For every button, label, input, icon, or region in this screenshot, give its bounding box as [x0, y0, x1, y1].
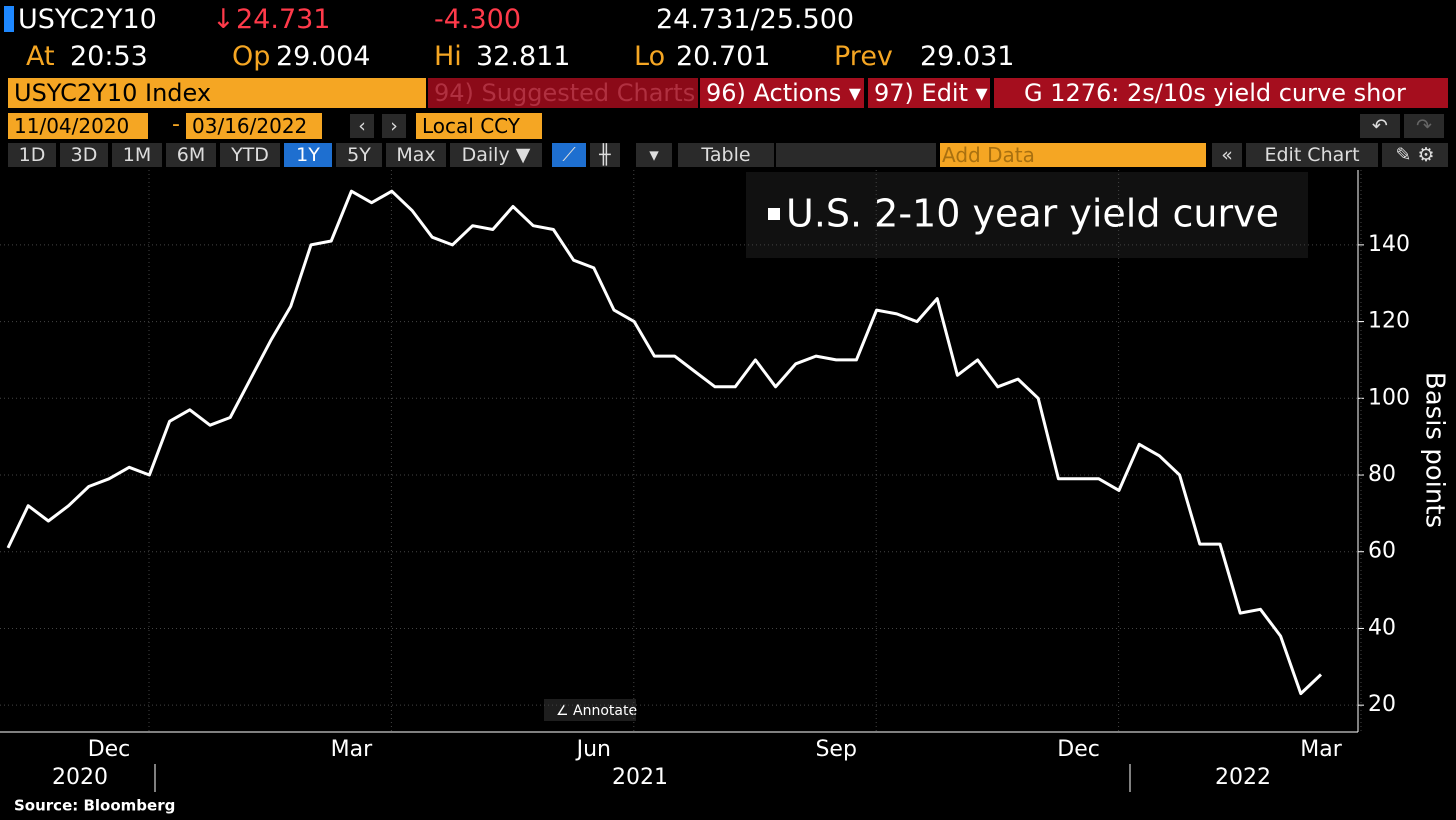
legend-label: U.S. 2-10 year yield curve	[786, 192, 1279, 236]
toolbar-fill	[776, 143, 936, 167]
next-button[interactable]: ›	[382, 114, 406, 138]
annotate-text[interactable]: Annotate	[573, 703, 637, 719]
year-label: 2021	[612, 765, 668, 790]
period-button[interactable]: 5Y	[336, 143, 382, 167]
suggested-charts[interactable]: 94) Suggested Charts	[428, 78, 698, 108]
period-button[interactable]: 1Y	[284, 143, 332, 167]
chart-name: G 1276: 2s/10s yield curve shor	[994, 78, 1448, 108]
ticker: USYC2Y10	[18, 4, 157, 35]
series-line	[6, 189, 1323, 696]
table-button[interactable]: Table	[678, 143, 774, 167]
legend-box	[746, 172, 1308, 258]
add-data[interactable]: Add Data	[940, 143, 1206, 167]
period-button[interactable]: 6M	[166, 143, 216, 167]
type-menu[interactable]: ▾	[636, 143, 672, 167]
y-tick-label: 60	[1368, 539, 1396, 564]
prev-button[interactable]: ‹	[350, 114, 374, 138]
year-label: 2022	[1215, 765, 1271, 790]
undo-button[interactable]: ↶	[1360, 114, 1400, 138]
actions-menu[interactable]: 96) Actions ▾	[700, 78, 864, 108]
x-tick-label: Mar	[331, 737, 373, 762]
x-tick-label: Sep	[815, 737, 856, 762]
y-tick-label: 40	[1368, 615, 1396, 640]
high-label: Hi	[434, 41, 462, 72]
frequency[interactable]: Daily ▼	[450, 143, 542, 167]
x-tick-label: Mar	[1300, 737, 1342, 762]
change: -4.300	[434, 4, 522, 35]
period-button[interactable]: 1M	[112, 143, 162, 167]
legend-swatch	[768, 208, 780, 220]
bar-type[interactable]: ╫	[590, 143, 620, 167]
line-type[interactable]: ⟋	[552, 143, 586, 167]
last: 24.731	[236, 4, 331, 35]
y-tick-label: 80	[1368, 462, 1396, 487]
period-button[interactable]: YTD	[220, 143, 280, 167]
x-tick-label: Dec	[1057, 737, 1100, 762]
edit-chart[interactable]: Edit Chart	[1246, 143, 1378, 167]
y-tick-label: 140	[1368, 232, 1410, 257]
period-button[interactable]: 3D	[60, 143, 108, 167]
open-label: Op	[232, 41, 271, 72]
edit-menu[interactable]: 97) Edit ▾	[868, 78, 990, 108]
x-tick-label: Dec	[88, 737, 131, 762]
currency[interactable]: Local CCY	[416, 113, 542, 139]
ticker-mark	[4, 6, 14, 32]
security-field[interactable]: USYC2Y10 Index	[8, 78, 426, 108]
y-axis-label: Basis points	[1420, 372, 1450, 528]
collapse[interactable]: «	[1212, 143, 1242, 167]
start-date[interactable]: 11/04/2020	[8, 113, 148, 139]
last-arrow: ↓	[212, 4, 235, 35]
prev-label: Prev	[834, 41, 893, 72]
y-tick-label: 20	[1368, 692, 1396, 717]
high-value: 32.811	[476, 41, 571, 72]
source: Source: Bloomberg	[14, 797, 175, 815]
y-tick-label: 100	[1368, 385, 1410, 410]
at-label: At	[26, 41, 55, 72]
prev-value: 29.031	[920, 41, 1015, 72]
chart: U.S. 2-10 year yield curve ∠ Annotate Ba…	[0, 170, 1450, 815]
end-date[interactable]: 03/16/2022	[186, 113, 322, 139]
redo-button[interactable]: ↷	[1404, 114, 1444, 138]
low-value: 20.701	[676, 41, 771, 72]
low-label: Lo	[634, 41, 666, 72]
period-button[interactable]: Max	[386, 143, 446, 167]
annotate-button[interactable]	[544, 699, 636, 721]
open-value: 29.004	[276, 41, 371, 72]
year-label: 2020	[52, 765, 108, 790]
y-tick-label: 120	[1368, 309, 1410, 334]
at-value: 20:53	[70, 41, 148, 72]
period-button[interactable]: 1D	[8, 143, 56, 167]
annotate-label[interactable]: ∠ Annotate	[556, 703, 637, 719]
date-dash: -	[172, 112, 180, 137]
bid-ask: 24.731/25.500	[656, 4, 855, 35]
x-tick-label: Jun	[575, 737, 611, 762]
settings[interactable]: ✎ ⚙	[1382, 143, 1448, 167]
